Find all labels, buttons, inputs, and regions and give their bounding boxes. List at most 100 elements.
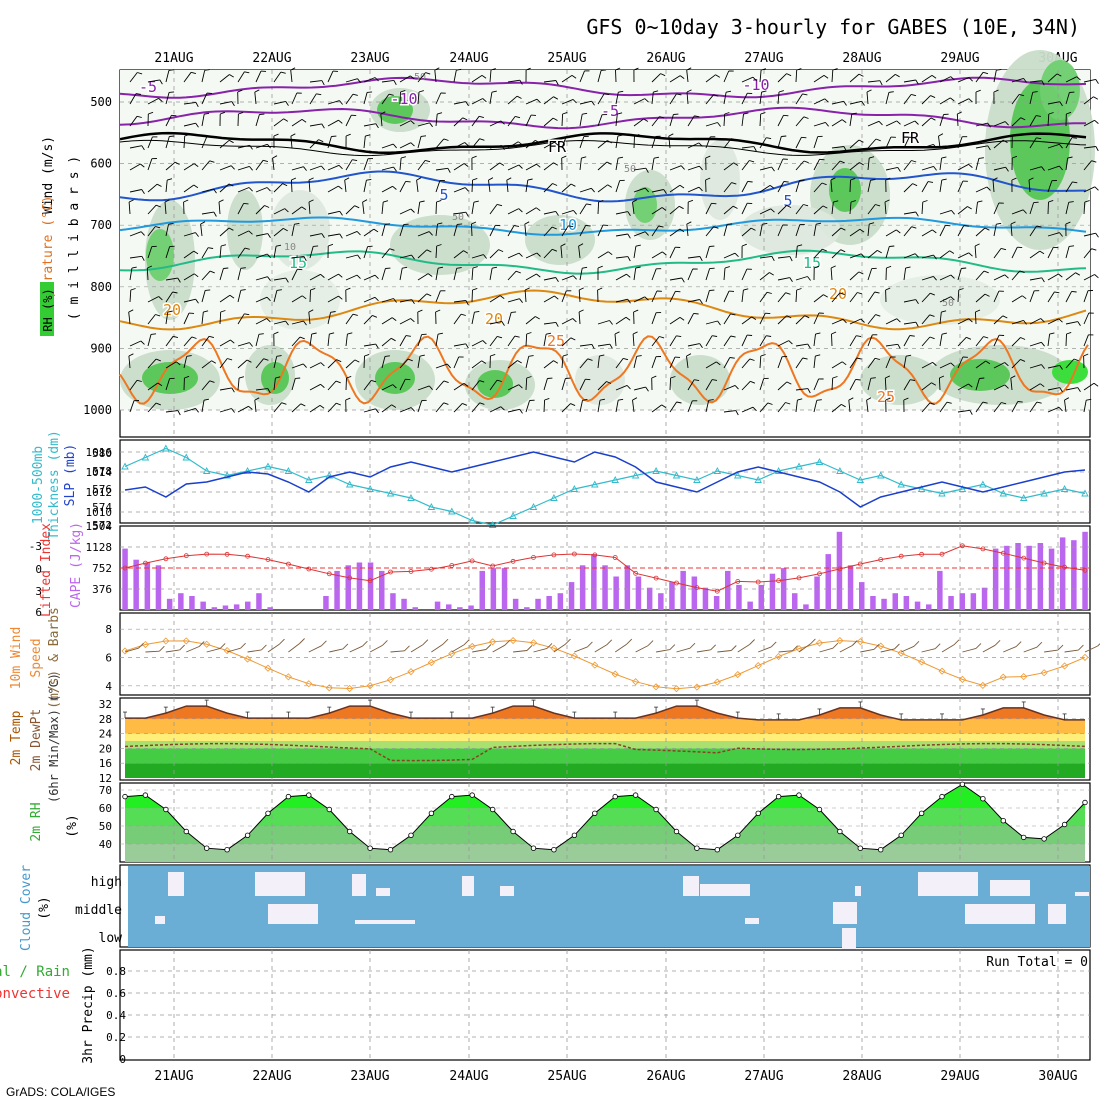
minmax-label: (6hr Min/Max) (°C)	[47, 673, 61, 803]
cloud-cover-block	[990, 880, 1030, 896]
wind-barb-flag	[688, 199, 694, 203]
wind-barb-flag	[644, 296, 649, 301]
wind-barb-flag	[481, 360, 487, 364]
wind-barb-flag	[405, 335, 411, 337]
wind-barb	[129, 231, 142, 237]
wind-barb	[254, 92, 257, 105]
wind-barb	[435, 224, 438, 237]
wind-barb	[524, 224, 527, 237]
wind-barb-flag	[632, 199, 638, 203]
wind-barb	[975, 186, 988, 193]
wind-barb-flag	[1041, 80, 1045, 86]
wind-barb	[219, 74, 230, 83]
wind-barb-flag	[850, 200, 856, 203]
thickness-point	[999, 489, 1008, 497]
wind-barb-flag	[957, 111, 962, 115]
wind-barb	[309, 246, 314, 259]
wind-barb	[831, 377, 834, 391]
wind-barb-flag	[410, 318, 415, 323]
cape-bar	[356, 562, 363, 610]
wind-barb	[615, 384, 628, 391]
wind-barb	[128, 355, 131, 369]
wind-barb	[291, 403, 302, 413]
wind-barb	[633, 118, 644, 127]
wind-barb-flag	[156, 183, 162, 187]
wind-speed-point	[836, 637, 844, 645]
wind-barb-flag	[905, 266, 911, 269]
cape-bar	[713, 596, 720, 610]
cape-bar	[702, 587, 709, 610]
wind-barb-flag	[915, 299, 919, 305]
wind-barb-flag	[1036, 225, 1042, 228]
rh-point	[939, 793, 945, 800]
wind-speed-point	[468, 642, 476, 650]
thickness-point	[162, 444, 170, 452]
wind-barb	[615, 136, 619, 149]
wind-barb-flag	[347, 332, 353, 335]
wind-barb-flag	[769, 185, 775, 189]
wind-barb	[597, 140, 608, 149]
wind-barb	[327, 164, 340, 171]
wind-barb	[1047, 101, 1060, 105]
wind-barb-flag	[859, 228, 865, 233]
surface-wind-barb-flag	[587, 641, 593, 648]
thickness-point	[631, 471, 640, 479]
surface-wind-barb	[880, 648, 895, 653]
wind-barb	[129, 289, 132, 303]
wind-barb	[939, 97, 951, 105]
wind-barb-flag	[1049, 332, 1055, 335]
wind-barb-flag	[911, 226, 917, 229]
wind-barb	[1065, 321, 1078, 325]
wind-barb-flag	[1054, 291, 1060, 294]
wind-barb-flag	[874, 357, 881, 360]
wind-barb	[1064, 400, 1067, 413]
wind-barb-flag	[172, 335, 179, 339]
wind-barb	[471, 289, 473, 303]
wind-barb-flag	[712, 335, 718, 337]
wind-barb	[363, 355, 365, 369]
wind-barb-flag	[140, 340, 145, 345]
wind-barb	[903, 321, 916, 325]
wind-barb	[434, 70, 437, 83]
cape-bar	[401, 598, 407, 610]
rh-point	[796, 792, 802, 798]
wind-barb	[759, 272, 770, 281]
bottom-date-label: 21AUG	[154, 1069, 193, 1084]
wind-barb-flag	[535, 207, 541, 212]
surface-wind-barb-flag	[159, 645, 165, 652]
cape-bar	[490, 568, 497, 610]
cape-bar	[758, 584, 764, 610]
wind-barb	[848, 400, 851, 413]
wind-barb	[813, 75, 825, 83]
wind-barb-flag	[645, 386, 649, 392]
precip-tick: 0.2	[106, 1031, 126, 1044]
wind-barb	[363, 92, 368, 105]
rh-2m-unit: (%)	[65, 814, 80, 837]
wind-barb	[633, 386, 646, 391]
wind-barb	[219, 387, 232, 391]
wind-barb-flag	[321, 80, 325, 86]
cape-label: CAPE (J/kg)	[69, 522, 84, 608]
wind-barb-flag	[850, 177, 856, 181]
wind-barb-flag	[471, 155, 477, 159]
wind-barb-flag	[195, 122, 199, 128]
wind-barb	[777, 136, 782, 149]
wind-barb-flag	[878, 120, 883, 126]
wind-barb	[147, 296, 159, 303]
wind-barb-flag	[462, 402, 468, 406]
surface-wind-barb	[145, 650, 160, 653]
wind-barb-flag	[766, 335, 772, 337]
wind-barb	[831, 100, 844, 105]
wind-barb-flag	[860, 253, 865, 258]
rh-bands	[125, 784, 1085, 862]
wind-barb-flag	[518, 252, 523, 257]
bottom-date-label: 27AUG	[744, 1069, 783, 1084]
wind-barb	[1083, 119, 1095, 127]
wind-barb	[597, 224, 604, 237]
wind-barb-flag	[606, 161, 612, 165]
wind-speed-point	[1040, 669, 1048, 677]
wind-barb-flag	[930, 95, 936, 99]
wind-barb	[507, 79, 520, 83]
wind-barb-flag	[632, 397, 638, 401]
